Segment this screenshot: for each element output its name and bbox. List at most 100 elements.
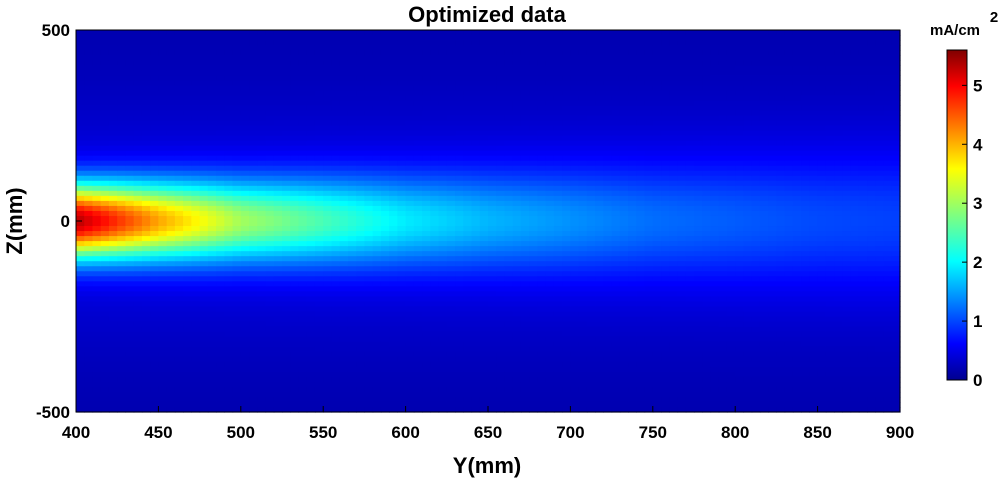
heatmap-cell <box>100 261 110 267</box>
heatmap-cell <box>84 200 94 207</box>
heatmap-cell <box>422 150 431 157</box>
heatmap-cell <box>545 205 555 212</box>
heatmap-cell <box>397 205 407 212</box>
heatmap-cell <box>471 336 481 343</box>
heatmap-cell <box>496 50 506 56</box>
heatmap-cell <box>199 165 209 172</box>
heatmap-cell <box>586 236 596 242</box>
heatmap-cell <box>578 45 588 51</box>
heatmap-cell <box>207 40 217 46</box>
heatmap-cell <box>405 351 415 358</box>
heatmap-cell <box>207 55 217 61</box>
heatmap-cell <box>125 170 135 177</box>
heatmap-cell <box>273 276 283 282</box>
heatmap-cell <box>76 190 85 197</box>
heatmap-cell <box>84 140 94 147</box>
heatmap-cell <box>133 236 143 242</box>
heatmap-cell <box>117 125 127 132</box>
heatmap-cell <box>224 366 234 373</box>
heatmap-cell <box>430 256 440 262</box>
heatmap-cell <box>455 135 464 142</box>
heatmap-cell <box>108 311 118 318</box>
heatmap-cell <box>232 276 242 282</box>
heatmap-cell <box>306 301 316 308</box>
heatmap-cell <box>455 336 464 343</box>
heatmap-cell <box>603 311 613 318</box>
heatmap-cell <box>455 261 464 267</box>
heatmap-cell <box>117 130 127 137</box>
heatmap-cell <box>611 200 621 207</box>
heatmap-cell <box>380 125 390 132</box>
heatmap-cell <box>232 306 242 313</box>
heatmap-cell <box>356 296 365 303</box>
heatmap-cell <box>488 185 497 192</box>
heatmap-cell <box>257 381 267 388</box>
heatmap-cell <box>282 80 291 86</box>
heatmap-cell <box>545 346 555 353</box>
heatmap-cell <box>76 326 85 333</box>
heatmap-cell <box>389 291 398 297</box>
heatmap-cell <box>413 45 423 51</box>
heatmap-cell <box>356 256 365 262</box>
heatmap-cell <box>232 336 242 343</box>
heatmap-cell <box>446 145 456 152</box>
heatmap-cell <box>586 321 596 328</box>
heatmap-cell <box>463 50 473 56</box>
heatmap-cell <box>512 241 522 247</box>
heatmap-cell <box>125 346 135 353</box>
heatmap-cell <box>125 351 135 358</box>
heatmap-cell <box>578 85 588 91</box>
heatmap-cell <box>100 376 110 383</box>
heatmap-cell <box>282 150 291 157</box>
heatmap-cell <box>249 236 258 242</box>
heatmap-cell <box>397 195 407 202</box>
heatmap-cell <box>413 276 423 282</box>
heatmap-cell <box>380 80 390 86</box>
heatmap-cell <box>586 351 596 358</box>
heatmap-cell <box>347 291 357 297</box>
heatmap-cell <box>166 170 176 177</box>
heatmap-cell <box>339 321 349 328</box>
heatmap-cell <box>446 130 456 137</box>
heatmap-cell <box>512 256 522 262</box>
heatmap-cell <box>199 175 209 182</box>
heatmap-cell <box>232 246 242 252</box>
heatmap-cell <box>92 346 102 353</box>
heatmap-cell <box>545 361 555 368</box>
heatmap-cell <box>545 125 555 132</box>
heatmap-cell <box>199 205 209 212</box>
heatmap-cell <box>174 361 184 368</box>
heatmap-cell <box>207 30 217 36</box>
heatmap-cell <box>257 135 267 142</box>
heatmap-cell <box>553 291 563 297</box>
heatmap-cell <box>611 80 621 86</box>
heatmap-cell <box>603 346 613 353</box>
heatmap-cell <box>240 195 250 202</box>
heatmap-cell <box>496 35 506 41</box>
heatmap-cell <box>133 316 143 323</box>
heatmap-cell <box>570 381 580 388</box>
heatmap-cell <box>611 100 621 106</box>
heatmap-cell <box>364 125 374 132</box>
heatmap-cell <box>537 281 547 287</box>
heatmap-cell <box>108 120 118 127</box>
heatmap-cell <box>314 251 324 257</box>
heatmap-cell <box>108 195 118 202</box>
heatmap-cell <box>174 371 184 378</box>
heatmap-cell <box>166 105 176 112</box>
heatmap-cell <box>413 351 423 358</box>
heatmap-cell <box>570 35 580 41</box>
heatmap-cell <box>232 85 242 91</box>
heatmap-cell <box>479 95 489 101</box>
heatmap-cell <box>545 195 555 202</box>
heatmap-cell <box>537 75 547 81</box>
heatmap-cell <box>306 296 316 303</box>
heatmap-cell <box>430 361 440 368</box>
heatmap-cell <box>595 281 604 287</box>
heatmap-cell <box>446 286 456 292</box>
heatmap-cell <box>290 155 300 162</box>
heatmap-cell <box>150 40 159 46</box>
heatmap-cell <box>298 80 308 86</box>
heatmap-cell <box>232 185 242 192</box>
heatmap-cell <box>372 366 382 373</box>
